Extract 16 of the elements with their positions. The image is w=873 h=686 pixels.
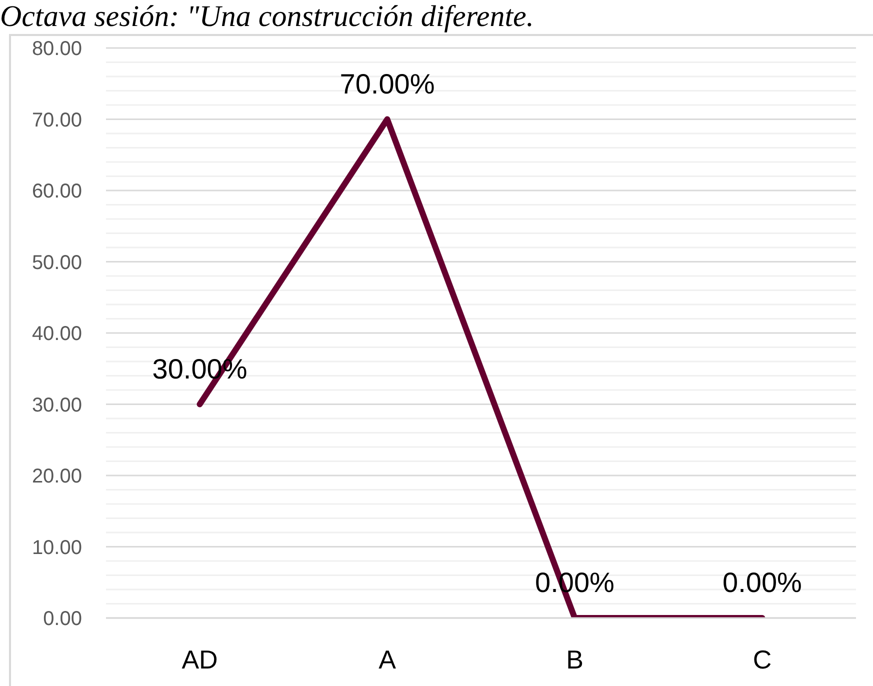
x-tick-label: AD [182,644,218,674]
y-tick-label: 50.00 [32,252,82,274]
y-tick-label: 30.00 [32,394,82,416]
y-tick-label: 80.00 [32,38,82,60]
x-tick-label: B [566,644,584,674]
chart-title: Octava sesión: "Una construcción diferente. [0,0,534,33]
y-tick-label: 0.00 [43,608,82,630]
y-tick-label: 70.00 [32,109,82,132]
y-tick-label: 10.00 [32,536,82,559]
x-tick-label: A [378,644,397,674]
y-tick-label: 60.00 [32,180,82,203]
y-tick-label: 40.00 [32,323,82,346]
y-tick-label: 20.00 [32,466,82,488]
x-tick-label: C [752,644,772,674]
data-label: 70.00% [340,68,435,100]
data-label: 0.00% [722,567,802,598]
